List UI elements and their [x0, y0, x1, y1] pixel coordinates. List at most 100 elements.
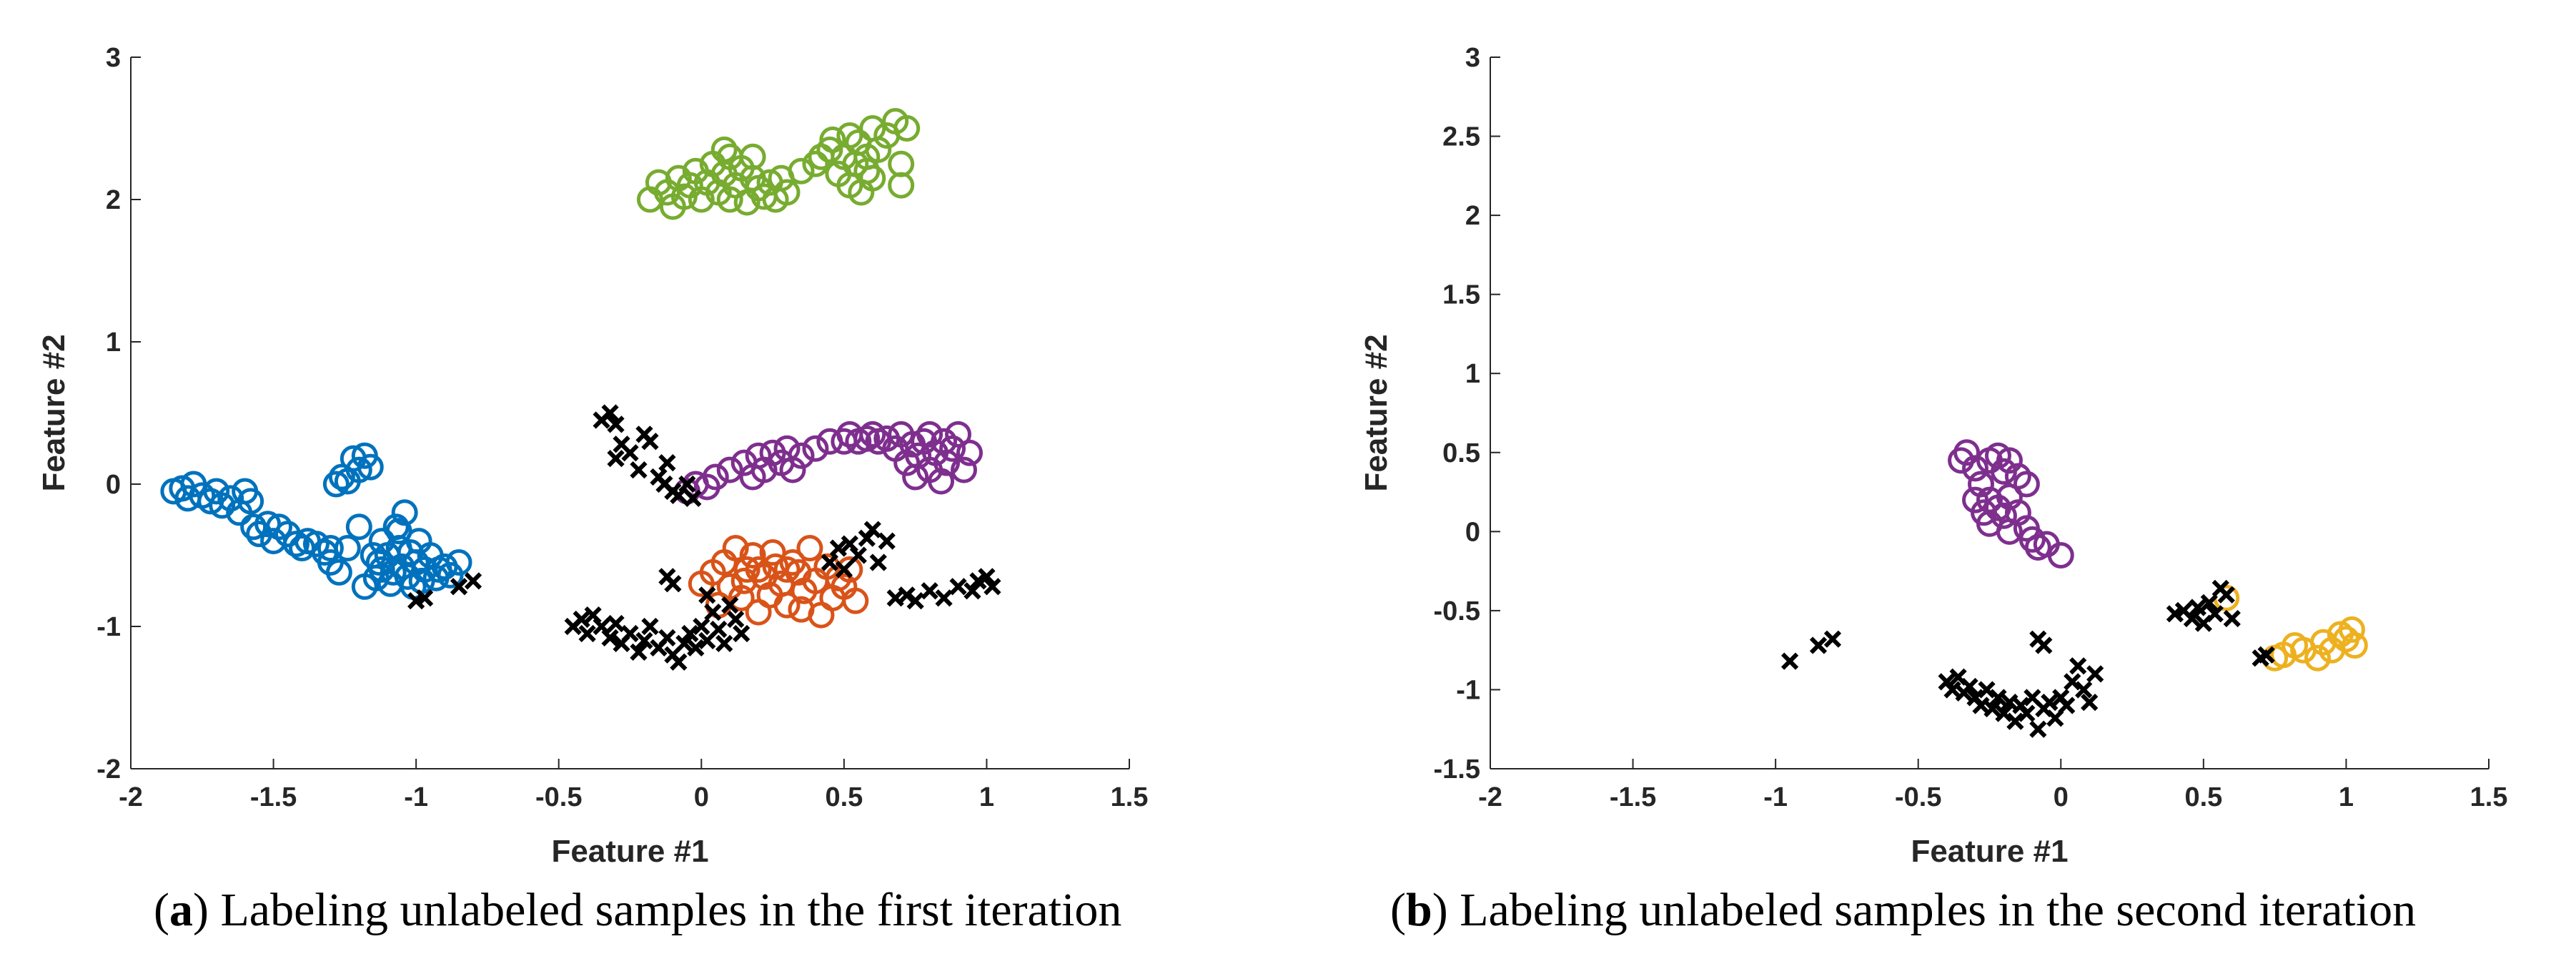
data-point	[2035, 636, 2053, 654]
data-point	[607, 450, 625, 468]
data-point	[710, 620, 728, 639]
x-tick-label: -1.5	[1610, 782, 1656, 812]
data-point	[2341, 632, 2368, 659]
data-point	[328, 463, 355, 491]
data-point	[853, 425, 881, 452]
data-point	[1943, 681, 1961, 699]
y-tick-label: 0	[1465, 517, 1480, 547]
data-point	[698, 586, 716, 604]
data-point	[869, 554, 887, 571]
data-point	[1996, 518, 2023, 545]
data-point	[322, 471, 350, 498]
y-axis-label: Feature #2	[1359, 334, 1394, 491]
data-point	[802, 435, 829, 462]
data-point	[641, 617, 659, 636]
data-point	[1996, 447, 2023, 474]
y-tick-label: 2	[1465, 201, 1480, 231]
data-point	[658, 568, 676, 586]
data-point	[1968, 471, 1995, 498]
data-point	[978, 568, 996, 586]
data-point	[739, 542, 766, 569]
data-point	[2183, 609, 2201, 628]
data-point	[878, 532, 896, 550]
caption-b-tag: b	[1405, 884, 1432, 936]
data-point	[237, 488, 264, 515]
data-point	[2304, 644, 2332, 671]
data-point	[621, 624, 639, 643]
data-point	[733, 624, 750, 643]
series-class-1-blue	[160, 442, 472, 600]
series-class-3-purple	[673, 420, 983, 505]
data-point	[2075, 681, 2093, 699]
x-tick-label: -1	[1763, 782, 1788, 812]
data-point	[317, 535, 344, 562]
data-point	[949, 578, 967, 596]
data-point	[863, 521, 881, 538]
data-point	[1990, 502, 2017, 529]
data-point	[836, 122, 863, 149]
series-newly-labeled-x	[407, 404, 1001, 671]
caption-b-text: Labeling unlabeled samples in the second…	[1460, 884, 2417, 936]
data-point	[802, 150, 829, 177]
data-point	[715, 634, 733, 653]
x-tick-label: -2	[1478, 782, 1502, 812]
data-point	[739, 143, 766, 170]
data-point	[607, 415, 625, 433]
data-point	[601, 629, 619, 647]
data-point	[836, 556, 863, 583]
data-point	[721, 596, 739, 614]
x-tick-label: 0.5	[2184, 782, 2222, 812]
data-point	[773, 179, 801, 206]
y-tick-label: 1	[1465, 359, 1480, 389]
data-point	[2217, 586, 2235, 604]
data-point	[859, 420, 886, 448]
data-point	[209, 492, 236, 519]
data-point	[984, 578, 1001, 596]
data-point	[687, 639, 705, 656]
data-point	[788, 442, 815, 469]
series-newly-labeled-x	[1780, 579, 2275, 738]
data-point	[2189, 599, 2206, 616]
data-point	[2058, 697, 2076, 714]
data-point	[445, 548, 472, 576]
x-tick-label: -0.5	[535, 782, 582, 812]
data-point	[681, 624, 699, 643]
data-point	[217, 485, 244, 512]
data-point	[773, 556, 801, 583]
data-point	[621, 444, 639, 462]
data-point	[283, 531, 310, 558]
data-point	[1983, 699, 2001, 718]
data-point	[2086, 665, 2104, 683]
x-tick-label: 0.5	[825, 782, 863, 812]
x-tick-label: 0	[694, 782, 709, 812]
y-axis-label: Feature #2	[36, 334, 71, 491]
y-tick-label: 0.5	[1442, 438, 1480, 468]
data-point	[1809, 636, 1828, 654]
data-point	[693, 617, 710, 636]
y-tick-label: 3	[106, 43, 121, 73]
data-point	[2223, 609, 2241, 628]
data-point	[1976, 486, 2003, 513]
caption-b: (b) Labeling unlabeled samples in the se…	[1390, 884, 2417, 936]
data-point	[796, 535, 823, 562]
data-point	[745, 442, 772, 469]
data-point	[768, 164, 795, 192]
x-tick-label: 1.5	[1111, 782, 1149, 812]
y-tick-label: -1.5	[1434, 754, 1480, 784]
data-point	[630, 643, 648, 661]
y-tick-label: 1	[106, 328, 121, 358]
data-point	[2046, 709, 2064, 727]
data-point	[1995, 704, 2013, 722]
data-point	[2206, 605, 2224, 623]
data-point	[865, 136, 892, 163]
y-tick-label: 0	[106, 470, 121, 500]
series-class-4-orange	[688, 535, 869, 629]
data-point	[288, 535, 315, 562]
data-point	[630, 461, 648, 479]
x-tick-label: 0	[2054, 782, 2069, 812]
data-point	[641, 433, 659, 451]
plot-b: -2 -1.5 -1 -0.5 0 0.5 1 1.5-1.5-1-0.500.511.522…	[1359, 43, 2507, 869]
data-point	[916, 420, 943, 448]
series-class-3-purple	[1948, 439, 2074, 569]
